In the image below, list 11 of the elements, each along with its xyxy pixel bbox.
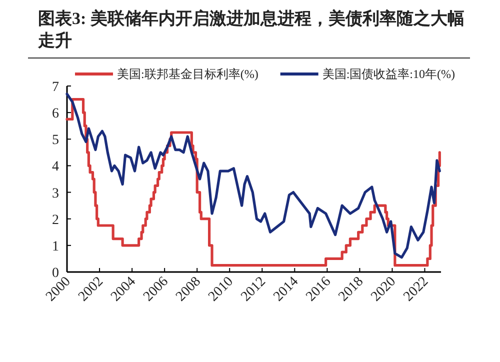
legend-label: 美国:国债收益率:10年(%) [322,67,455,81]
legend-label: 美国:联邦基金目标利率(%) [117,67,258,81]
y-tick-label: 2 [52,212,59,228]
y-tick-label: 5 [52,133,59,148]
y-tick-label: 4 [52,160,59,175]
y-tick-label: 6 [52,106,59,122]
y-tick-label: 7 [52,80,59,95]
y-tick-label: 3 [52,186,59,202]
y-tick-label: 0 [52,266,59,281]
chart-title: 图表3: 美联储年内开启激进加息进程，美债利率随之大幅走升 [37,9,464,50]
y-tick-label: 1 [52,239,59,254]
